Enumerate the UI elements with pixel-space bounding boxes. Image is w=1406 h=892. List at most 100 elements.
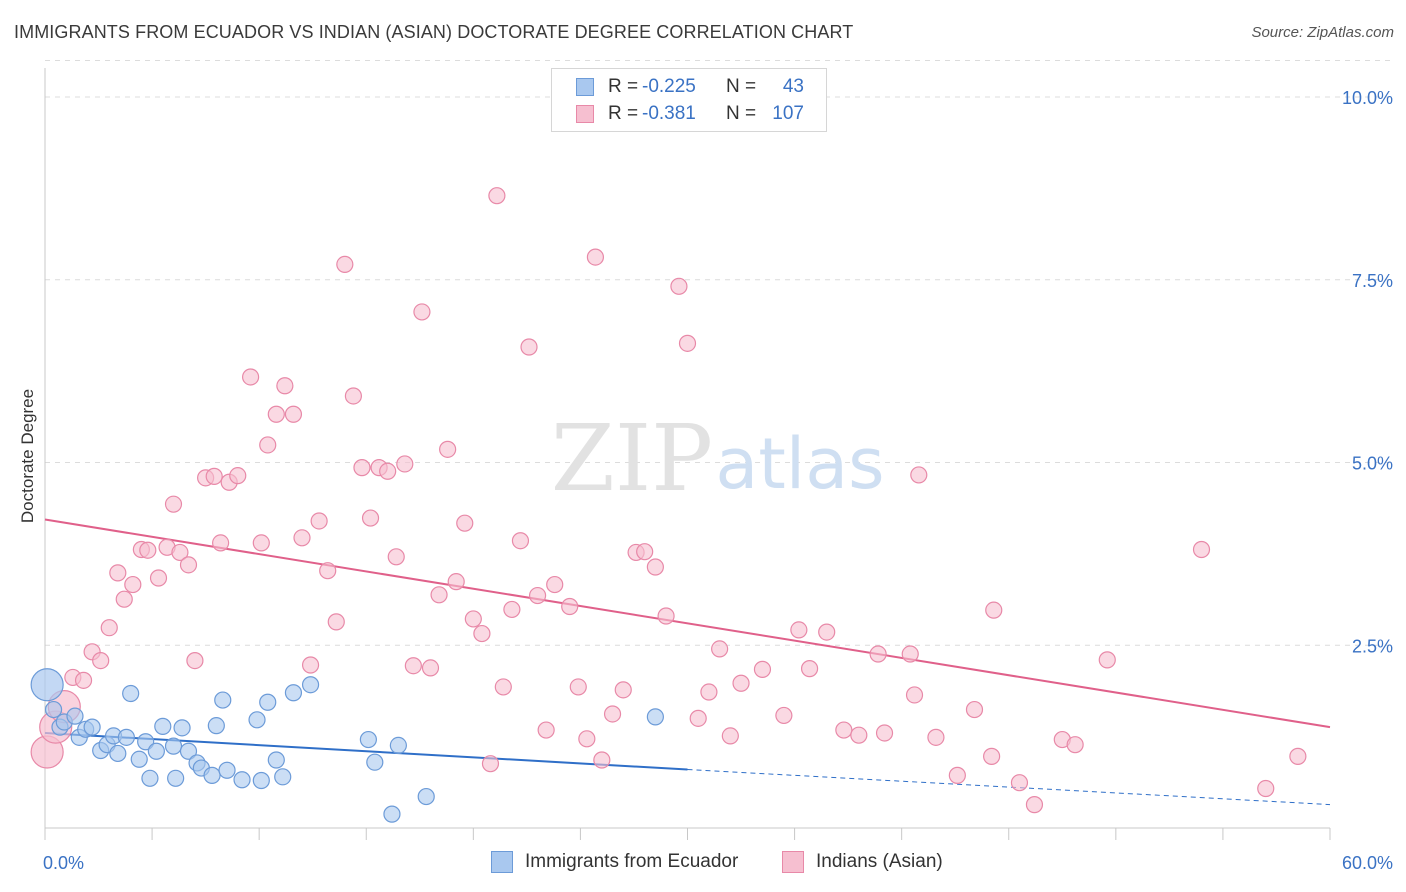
point-indians bbox=[614, 681, 632, 699]
point-indians bbox=[1257, 779, 1275, 798]
point-indians bbox=[985, 601, 1003, 619]
point-ecuador bbox=[44, 700, 63, 719]
point-ecuador bbox=[252, 771, 270, 790]
point-indians bbox=[711, 640, 729, 658]
point-ecuador bbox=[301, 676, 320, 694]
point-indians bbox=[869, 645, 887, 663]
point-indians bbox=[901, 645, 919, 663]
point-indians bbox=[678, 334, 697, 352]
point-indians bbox=[603, 705, 622, 723]
point-ecuador bbox=[646, 708, 664, 726]
legend-swatch-indians bbox=[576, 105, 594, 123]
point-indians bbox=[520, 338, 538, 356]
point-ecuador bbox=[207, 717, 225, 735]
y-tick-label: 7.5% bbox=[1352, 271, 1393, 291]
point-indians bbox=[396, 455, 414, 473]
point-indians bbox=[379, 462, 397, 480]
point-ecuador bbox=[30, 668, 64, 702]
x-tick-label: 0.0% bbox=[43, 853, 84, 873]
point-indians bbox=[646, 558, 664, 576]
point-indians bbox=[109, 564, 127, 582]
point-indians bbox=[818, 623, 836, 641]
point-indians bbox=[494, 678, 512, 696]
point-indians bbox=[528, 586, 547, 605]
legend-swatch-ecuador bbox=[491, 851, 513, 873]
point-indians bbox=[344, 387, 362, 405]
legend-item-indians: Indians (Asian) bbox=[782, 851, 943, 873]
y-tick-label: 5.0% bbox=[1352, 454, 1393, 474]
point-indians bbox=[310, 512, 328, 530]
point-indians bbox=[546, 575, 564, 594]
point-indians bbox=[721, 727, 739, 745]
point-indians bbox=[790, 621, 808, 639]
point-indians bbox=[670, 277, 688, 295]
point-indians bbox=[1010, 774, 1029, 792]
point-indians bbox=[404, 657, 422, 675]
point-indians bbox=[905, 686, 924, 704]
point-indians bbox=[561, 597, 579, 616]
point-indians bbox=[361, 509, 380, 527]
correlation-legend: R = -0.225 N = 43 R = -0.381 N = 107 bbox=[551, 68, 827, 132]
point-indians bbox=[456, 514, 474, 532]
point-indians bbox=[948, 766, 966, 784]
point-indians bbox=[212, 534, 230, 552]
point-ecuador bbox=[179, 742, 198, 760]
point-indians bbox=[252, 534, 270, 552]
source-credit: Source: ZipAtlas.com bbox=[1251, 24, 1394, 41]
point-indians bbox=[657, 607, 675, 625]
point-indians bbox=[700, 683, 718, 701]
point-ecuador bbox=[259, 693, 277, 711]
point-indians bbox=[115, 590, 133, 608]
point-indians bbox=[850, 726, 868, 744]
point-ecuador bbox=[203, 766, 221, 784]
point-indians bbox=[488, 187, 506, 205]
point-ecuador bbox=[267, 751, 285, 769]
watermark-atlas: atlas bbox=[715, 423, 884, 505]
trend-line-indians bbox=[44, 518, 1331, 729]
watermark-zip: ZIP bbox=[551, 405, 713, 512]
point-indians bbox=[1066, 736, 1084, 754]
r-value: -0.381 bbox=[642, 103, 696, 124]
point-indians bbox=[301, 656, 320, 674]
point-indians bbox=[205, 467, 223, 485]
point-ecuador bbox=[109, 744, 127, 763]
point-indians bbox=[421, 659, 440, 677]
point-indians bbox=[481, 755, 500, 773]
point-indians bbox=[578, 730, 596, 748]
point-ecuador bbox=[164, 737, 183, 755]
point-indians bbox=[732, 674, 750, 692]
legend-swatch-indians bbox=[782, 851, 804, 873]
legend-label-indians: Indians (Asian) bbox=[816, 851, 943, 872]
point-ecuador bbox=[137, 733, 155, 751]
point-ecuador bbox=[417, 787, 435, 806]
watermark: ZIP atlas bbox=[551, 405, 885, 512]
point-ecuador bbox=[366, 753, 384, 771]
point-indians bbox=[569, 678, 587, 696]
point-indians bbox=[74, 671, 93, 689]
point-indians bbox=[835, 721, 853, 739]
chart-title: IMMIGRANTS FROM ECUADOR VS INDIAN (ASIAN… bbox=[14, 22, 854, 42]
point-ecuador bbox=[284, 684, 303, 702]
point-indians bbox=[413, 303, 431, 321]
point-ecuador bbox=[167, 769, 185, 787]
x-ticks bbox=[44, 828, 1331, 840]
point-indians bbox=[503, 600, 521, 619]
point-ecuador bbox=[173, 719, 191, 737]
point-indians bbox=[353, 459, 371, 477]
point-ecuador bbox=[130, 750, 148, 768]
point-indians bbox=[171, 543, 189, 562]
point-ecuador bbox=[141, 769, 159, 787]
point-indians bbox=[983, 747, 1001, 765]
y-tick-label: 2.5% bbox=[1352, 636, 1393, 656]
point-indians bbox=[927, 728, 945, 746]
point-indians bbox=[586, 248, 605, 266]
point-ecuador bbox=[122, 684, 140, 703]
point-indians bbox=[92, 652, 110, 670]
point-ecuador bbox=[383, 805, 401, 823]
r-label: R = bbox=[608, 103, 639, 124]
point-indians bbox=[164, 495, 183, 513]
point-indians bbox=[447, 573, 465, 591]
n-label: N = bbox=[726, 76, 757, 97]
point-ecuador bbox=[147, 742, 165, 760]
